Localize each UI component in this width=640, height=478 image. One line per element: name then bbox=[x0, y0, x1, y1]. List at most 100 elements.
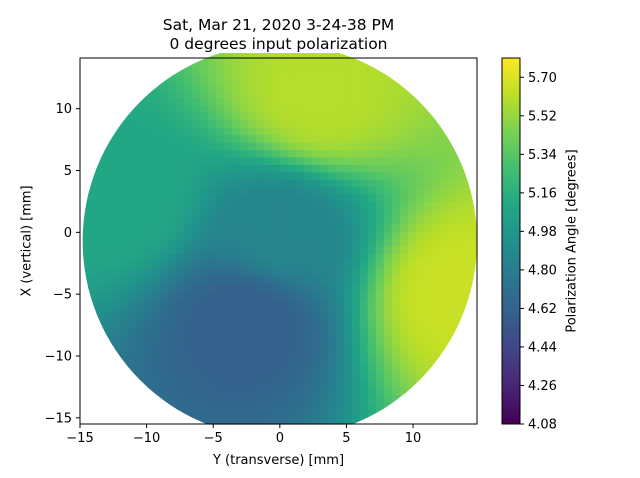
heatmap-cell bbox=[103, 409, 113, 418]
heatmap-cell bbox=[199, 253, 209, 262]
heatmap-cell bbox=[447, 253, 457, 262]
heatmap-cell bbox=[263, 186, 273, 195]
heatmap-cell bbox=[423, 305, 433, 314]
heatmap-cell bbox=[247, 208, 257, 217]
heatmap-cell bbox=[439, 179, 449, 188]
heatmap-cell bbox=[231, 297, 241, 306]
heatmap-cell bbox=[407, 320, 417, 329]
heatmap-cell bbox=[159, 156, 169, 165]
heatmap-cell bbox=[191, 379, 201, 388]
heatmap-cell bbox=[343, 194, 353, 203]
heatmap-cell bbox=[359, 82, 369, 91]
heatmap-cell bbox=[199, 216, 209, 225]
heatmap-cell bbox=[239, 320, 249, 329]
heatmap-cell bbox=[183, 305, 193, 314]
heatmap-cell bbox=[239, 156, 249, 165]
heatmap-cell bbox=[303, 379, 313, 388]
heatmap-cell bbox=[391, 164, 401, 173]
heatmap-cell bbox=[127, 134, 137, 143]
heatmap-cell bbox=[375, 327, 385, 336]
heatmap-cell bbox=[415, 245, 425, 254]
heatmap-cell bbox=[295, 238, 305, 247]
heatmap-cell bbox=[223, 119, 233, 128]
heatmap-cell bbox=[183, 416, 193, 425]
heatmap-cell bbox=[231, 379, 241, 388]
heatmap-cell bbox=[439, 260, 449, 269]
heatmap-cell bbox=[247, 75, 257, 84]
heatmap-cell bbox=[367, 186, 377, 195]
heatmap-cell bbox=[82, 75, 89, 84]
heatmap-cell bbox=[199, 260, 209, 269]
heatmap-cell bbox=[375, 283, 385, 292]
heatmap-cell bbox=[463, 253, 473, 262]
heatmap-cell bbox=[191, 238, 201, 247]
heatmap-cell bbox=[359, 290, 369, 299]
heatmap-cell bbox=[255, 90, 265, 99]
heatmap-cell bbox=[199, 290, 209, 299]
heatmap-cell bbox=[191, 164, 201, 173]
heatmap-cell bbox=[311, 260, 321, 269]
heatmap-cell bbox=[367, 260, 377, 269]
heatmap-cell bbox=[455, 342, 465, 351]
heatmap-cell bbox=[303, 305, 313, 314]
heatmap-cell bbox=[207, 379, 217, 388]
heatmap-cell bbox=[375, 82, 385, 91]
heatmap-cell bbox=[335, 119, 345, 128]
heatmap-cell bbox=[127, 409, 137, 418]
heatmap-cell bbox=[215, 164, 225, 173]
heatmap-cell bbox=[407, 134, 417, 143]
heatmap-cell bbox=[463, 320, 473, 329]
heatmap-cell bbox=[127, 386, 137, 395]
heatmap-cell bbox=[407, 216, 417, 225]
heatmap-cell bbox=[439, 297, 449, 306]
heatmap-cell bbox=[407, 349, 417, 358]
heatmap-cell bbox=[375, 305, 385, 314]
heatmap-cell bbox=[287, 75, 297, 84]
heatmap-cell bbox=[351, 104, 361, 114]
heatmap-cell bbox=[127, 60, 137, 69]
heatmap-cell bbox=[375, 119, 385, 128]
heatmap-cell bbox=[215, 208, 225, 217]
heatmap-cell bbox=[271, 208, 281, 217]
heatmap-cell bbox=[375, 320, 385, 329]
heatmap-cell bbox=[367, 245, 377, 254]
heatmap-cell bbox=[255, 97, 265, 106]
heatmap-cell bbox=[423, 194, 433, 203]
heatmap-cell bbox=[175, 253, 185, 262]
heatmap-cell bbox=[231, 119, 241, 128]
heatmap-cell bbox=[327, 416, 337, 425]
heatmap-cell bbox=[431, 127, 441, 136]
heatmap-cell bbox=[311, 342, 321, 351]
heatmap-cell bbox=[343, 208, 353, 217]
heatmap-cell bbox=[447, 401, 457, 410]
heatmap-cell bbox=[415, 349, 425, 358]
heatmap-cell bbox=[255, 119, 265, 128]
heatmap-cell bbox=[183, 245, 193, 254]
heatmap-cell bbox=[111, 67, 121, 76]
heatmap-cell bbox=[191, 409, 201, 418]
heatmap-cell bbox=[271, 127, 281, 136]
heatmap-cell bbox=[87, 127, 97, 136]
heatmap-cell bbox=[175, 60, 185, 69]
heatmap-cell bbox=[183, 179, 193, 188]
heatmap-cell bbox=[287, 119, 297, 128]
heatmap-cell bbox=[359, 372, 369, 381]
heatmap-cell bbox=[239, 342, 249, 351]
heatmap-cell bbox=[383, 268, 393, 277]
heatmap-cell bbox=[455, 290, 465, 299]
heatmap-cell bbox=[135, 297, 145, 306]
heatmap-cell bbox=[279, 201, 289, 210]
heatmap-cell bbox=[231, 386, 241, 395]
heatmap-cell bbox=[143, 357, 153, 366]
heatmap-cell bbox=[415, 334, 425, 343]
heatmap-cell bbox=[351, 327, 361, 336]
heatmap-cell bbox=[423, 342, 433, 351]
heatmap-cell bbox=[103, 97, 113, 106]
heatmap-cell bbox=[255, 401, 265, 410]
heatmap-cell bbox=[119, 334, 129, 343]
heatmap-cell bbox=[151, 223, 161, 232]
heatmap-cell bbox=[359, 275, 369, 284]
heatmap-cell bbox=[175, 201, 185, 210]
heatmap-cell bbox=[463, 82, 473, 91]
heatmap-cell bbox=[463, 334, 473, 343]
